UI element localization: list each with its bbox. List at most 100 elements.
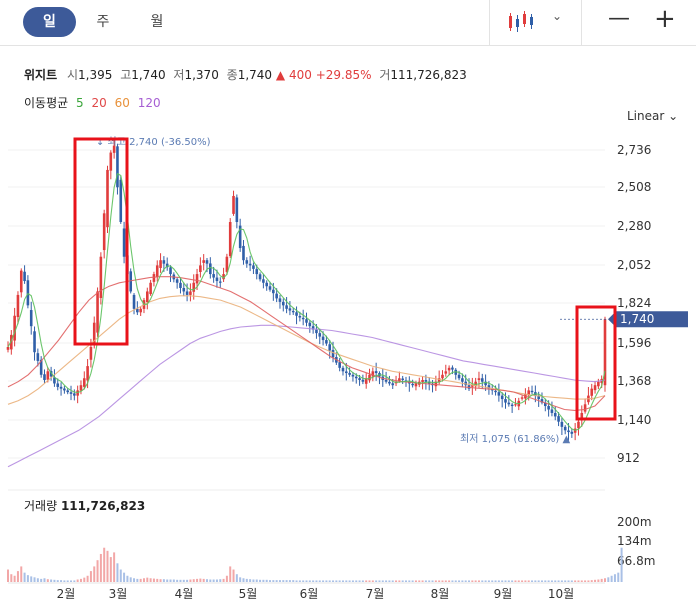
volume-bar [249, 579, 252, 582]
volume-bar [83, 577, 86, 582]
candle-body [451, 367, 454, 370]
candle-body [228, 222, 232, 257]
volume-bar [458, 580, 461, 582]
candles [6, 137, 607, 441]
volume-bar [272, 580, 275, 582]
volume-bar [587, 580, 590, 582]
candle-body [414, 383, 418, 387]
candle-body [26, 280, 30, 306]
candle-body [275, 293, 278, 299]
candle-body [328, 344, 332, 351]
scale-selector[interactable]: Linear ⌄ [627, 109, 678, 123]
ma5-legend[interactable]: 5 [76, 96, 84, 110]
volume-bar [169, 579, 172, 582]
candle-body [461, 378, 464, 382]
volume-bar [229, 566, 232, 582]
candle-body [557, 416, 560, 422]
volume-bar [182, 579, 185, 582]
volume-bar [441, 580, 444, 582]
volume-bar [537, 580, 540, 582]
volume-bar [577, 580, 580, 582]
volume-bar [189, 579, 192, 582]
candle-body [248, 263, 252, 266]
volume-bar [179, 579, 182, 582]
ma20-legend[interactable]: 20 [91, 96, 107, 110]
candle-body [278, 298, 282, 302]
volume-bar [7, 569, 9, 582]
volume-bar [584, 580, 587, 582]
candle-body [308, 322, 312, 327]
highlight-box [575, 305, 617, 421]
volume-bar [434, 580, 437, 582]
candlestick-icon[interactable] [508, 10, 534, 34]
zoom-in-icon[interactable]: + [654, 4, 676, 34]
tab-week[interactable]: 주 [96, 14, 110, 30]
candle-body [235, 197, 239, 223]
candle-body [351, 374, 355, 377]
volume-bar [474, 580, 477, 582]
ma5-line [7, 172, 606, 431]
volume-bar [285, 580, 288, 582]
candle-body [33, 331, 36, 353]
volume-bar [411, 580, 414, 582]
tab-month[interactable]: 월 [150, 14, 164, 30]
x-tick-label: 6월 [300, 587, 319, 601]
volume-bar [355, 580, 358, 582]
candle-body [603, 319, 607, 386]
volume-bar [547, 580, 550, 582]
volume-bar [550, 580, 553, 582]
price-tick-label: 2,280 [617, 219, 651, 233]
candle-body [471, 385, 474, 387]
volume-bar [534, 580, 537, 582]
candle-body [159, 260, 162, 268]
volume-tick-label: 200m [617, 515, 652, 529]
volume-bar [604, 578, 606, 582]
volume-bar [255, 579, 258, 582]
chevron-down-icon[interactable]: ⌄ [552, 9, 563, 23]
candle-body [567, 430, 570, 433]
candle-body [480, 378, 484, 382]
volume-bar [468, 580, 471, 582]
volume-bar [212, 579, 215, 582]
candle-body [331, 349, 335, 358]
volume-bar [166, 579, 169, 582]
candle-body [112, 145, 116, 153]
candle-body [218, 281, 222, 283]
volume-bar [332, 580, 335, 582]
candle-body [106, 169, 109, 228]
volume-bar [322, 580, 325, 582]
candle-body [262, 279, 265, 283]
price-tick-label: 1,824 [617, 296, 651, 310]
candle-body [109, 152, 113, 171]
low-label: 저 [173, 68, 185, 82]
candle-body [510, 404, 514, 407]
tab-day[interactable]: 일 [23, 7, 76, 37]
candle-body [53, 377, 56, 384]
volume-bar [79, 578, 82, 582]
volume-bar [159, 579, 162, 582]
volume-bar [146, 577, 149, 582]
zoom-out-icon[interactable]: — [608, 6, 630, 31]
candle-body [487, 385, 491, 389]
candle-body [89, 347, 93, 360]
volume-bar [600, 578, 603, 582]
candle-body [527, 390, 531, 396]
candle-body [358, 378, 361, 380]
ma60-legend[interactable]: 60 [114, 96, 130, 110]
ma120-legend[interactable]: 120 [137, 96, 161, 110]
candle-body [345, 371, 348, 374]
volume-bar [142, 578, 145, 582]
volume-bar [66, 580, 69, 582]
candle-body [16, 294, 20, 318]
candle-body [583, 404, 587, 412]
volume-bar [325, 580, 328, 582]
candle-body [96, 291, 99, 333]
candle-body [421, 379, 424, 382]
volume-bar [275, 580, 278, 582]
candle-body [298, 315, 302, 318]
volume-bar [16, 571, 19, 582]
volume-bar [288, 580, 291, 582]
candle-body [119, 179, 123, 223]
volume-bar [206, 579, 208, 582]
